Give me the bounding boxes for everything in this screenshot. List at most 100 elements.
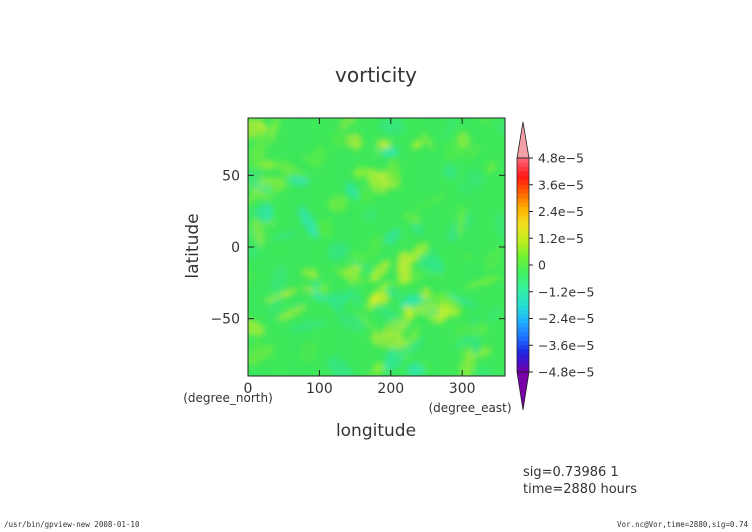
vorticity-patch — [299, 341, 317, 363]
colorbar-band — [517, 207, 529, 212]
colorbar-band — [517, 282, 529, 288]
vorticity-patch — [298, 206, 319, 239]
vorticity-patch — [287, 175, 310, 186]
colorbar-band — [517, 349, 529, 355]
vorticity-patch — [485, 306, 501, 324]
vorticity-patch — [408, 242, 429, 263]
colorbar-band — [517, 224, 529, 230]
vorticity-patch — [357, 186, 375, 204]
vorticity-patch — [270, 263, 288, 295]
vorticity-patch — [443, 118, 463, 139]
colorbar-band — [517, 251, 529, 257]
colorbar-band — [517, 318, 529, 324]
vorticity-patch — [331, 129, 349, 148]
vorticity-patch — [297, 268, 307, 279]
vorticity-patch — [386, 287, 401, 300]
y-axis-title: latitude — [183, 213, 203, 278]
vorticity-patch — [248, 344, 275, 365]
time-info: time=2880 hours — [523, 482, 637, 497]
colorbar-extend-bottom — [516, 371, 530, 411]
field-band — [334, 118, 354, 376]
colorbar-tick-label: −3.6e−5 — [538, 338, 594, 353]
colorbar-band — [517, 260, 529, 266]
vorticity-patch — [271, 231, 299, 241]
field-band — [248, 118, 268, 376]
vorticity-patch — [453, 335, 472, 351]
vorticity-patch — [453, 322, 488, 337]
colorbar-band — [517, 198, 529, 203]
y-tick-label: 50 — [222, 168, 240, 184]
vorticity-patch — [317, 282, 329, 295]
vorticity-patch — [390, 153, 400, 167]
vorticity-patch — [460, 349, 476, 376]
colorbar-band — [517, 269, 529, 275]
vorticity-patch — [355, 311, 381, 336]
x-axis-unit: (degree_east) — [428, 401, 511, 415]
vorticity-patch — [257, 160, 276, 170]
colorbar-band — [517, 238, 529, 244]
vorticity-patch — [369, 259, 391, 283]
vorticity-patch — [249, 180, 273, 195]
colorbar-tick-label: 0 — [538, 258, 546, 273]
vorticity-patch — [494, 212, 505, 242]
vorticity-patch — [486, 161, 496, 174]
vorticity-patch — [464, 276, 501, 289]
colorbar-band — [517, 300, 529, 306]
colorbar-band — [517, 202, 529, 208]
vorticity-patch — [248, 135, 268, 170]
vorticity-patch — [366, 233, 385, 258]
colorbar-band — [517, 193, 529, 199]
colorbar-band — [517, 340, 529, 346]
vorticity-patch — [442, 163, 459, 180]
vorticity-patch — [315, 219, 334, 238]
footer-left: /usr/bin/gpview-new 2008-01-10 — [4, 520, 140, 529]
vorticity-patch — [376, 139, 392, 149]
vorticity-patch — [421, 287, 431, 301]
vorticity-patch — [268, 118, 279, 144]
vorticity-patch — [464, 170, 485, 188]
vorticity-patch — [406, 362, 425, 376]
vorticity-patch — [456, 182, 472, 195]
colorbar-tick-label: −4.8e−5 — [538, 365, 594, 380]
colorbar-band — [517, 322, 529, 328]
colorbar-band — [517, 171, 529, 177]
vorticity-patch — [373, 362, 385, 375]
colorbar-band — [517, 158, 529, 163]
colorbar-band — [517, 189, 529, 194]
colorbar-tick-label: −1.2e−5 — [538, 284, 594, 299]
vorticity-patch — [325, 292, 348, 304]
colorbar-band — [517, 327, 529, 333]
vorticity-patch — [277, 305, 307, 321]
vorticity-patch — [364, 209, 377, 221]
colorbar-band — [517, 287, 529, 293]
field-band — [291, 118, 311, 376]
x-tick-label: 300 — [449, 381, 476, 397]
colorbar-band — [517, 211, 529, 217]
vorticity-patch — [384, 228, 401, 245]
x-axis-title: longitude — [336, 421, 416, 441]
vorticity-patch — [387, 160, 401, 189]
colorbar-band — [517, 314, 529, 319]
vorticity-patch — [384, 347, 396, 373]
vorticity-patch — [462, 252, 472, 262]
vorticity-patch — [369, 292, 390, 306]
vorticity-patch — [414, 269, 448, 279]
vorticity-patch — [268, 290, 284, 320]
colorbar-band — [517, 229, 529, 235]
colorbar-band — [517, 331, 529, 337]
vorticity-patch — [483, 247, 504, 271]
colorbar-band — [517, 336, 529, 342]
vorticity-patch — [365, 167, 388, 195]
x-axis: 0 100 200 300 — [244, 118, 476, 397]
vorticity-patch — [404, 212, 423, 225]
y-axis-unit: (degree_north) — [183, 391, 273, 405]
vorticity-patch — [430, 304, 462, 318]
colorbar — [516, 121, 530, 411]
colorbar-tick-label: 3.6e−5 — [538, 177, 584, 192]
vorticity-patch — [379, 118, 405, 136]
vorticity-patch — [415, 192, 447, 211]
colorbar-band — [517, 354, 529, 359]
colorbar-band — [517, 273, 529, 279]
